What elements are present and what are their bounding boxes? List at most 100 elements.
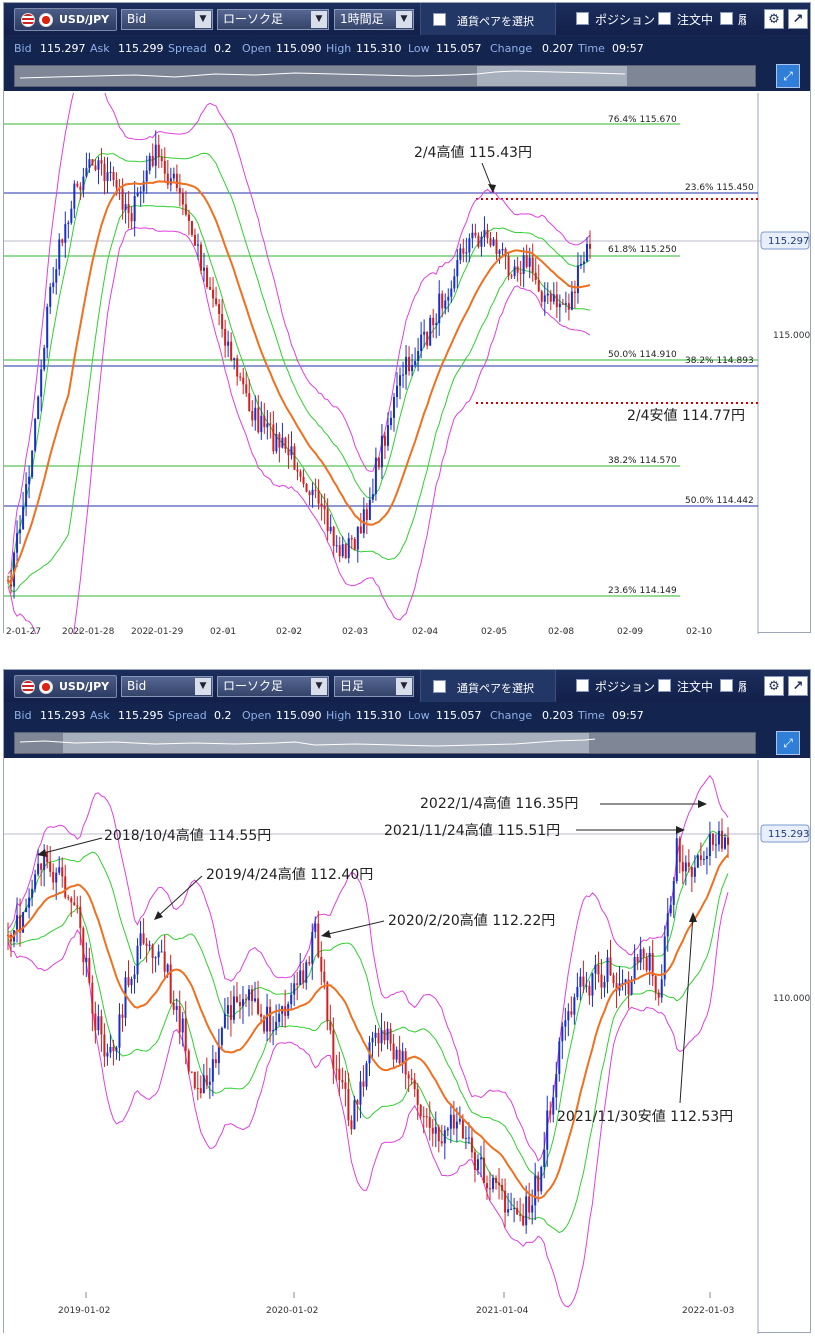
- candle-body: [365, 1063, 368, 1087]
- range-navigator[interactable]: [14, 65, 756, 87]
- price-type-select[interactable]: Bid ▼: [121, 676, 213, 697]
- candle-body: [73, 902, 76, 906]
- price-type-select[interactable]: Bid ▼: [121, 9, 213, 30]
- popout-arrow-icon[interactable]: ↗: [788, 9, 808, 29]
- candle-body: [55, 269, 58, 283]
- gear-icon[interactable]: ⚙: [764, 9, 784, 29]
- history-checkbox[interactable]: [720, 679, 733, 692]
- candle-body: [440, 1141, 443, 1144]
- candle-body: [374, 1032, 377, 1038]
- candle-body: [380, 435, 383, 468]
- x-tick-label: 2022-01-03: [682, 1306, 734, 1316]
- candle-body: [690, 866, 693, 877]
- candle-body: [567, 303, 570, 310]
- fib-label: 23.6% 115.450: [685, 183, 754, 193]
- positions-checkbox[interactable]: [576, 679, 589, 692]
- select-pair-tab[interactable]: 通貨ペアを選択: [420, 670, 556, 702]
- candle-body: [458, 1118, 461, 1122]
- candle-body: [540, 1167, 543, 1192]
- candle-body: [212, 289, 215, 299]
- expand-icon[interactable]: ⤢: [776, 64, 800, 88]
- candle-body: [525, 255, 528, 267]
- candle-body: [516, 1208, 519, 1215]
- candle-body: [374, 457, 377, 495]
- candle-body: [139, 191, 142, 193]
- popout-arrow-icon[interactable]: ↗: [788, 676, 808, 696]
- orders-checkbox[interactable]: [658, 679, 671, 692]
- ask-value: 115.295: [118, 709, 164, 722]
- candle-body: [67, 897, 70, 899]
- candle-body: [371, 1037, 374, 1043]
- select-pair-label: 通貨ペアを選択: [457, 682, 534, 695]
- annotation-2020-high: 2020/2/20高値 112.22円: [388, 912, 555, 929]
- low-label: Low: [408, 709, 430, 722]
- candle-body: [585, 243, 588, 262]
- candle-body: [723, 837, 726, 849]
- annotation-low: 2/4安値 114.77円: [627, 408, 745, 424]
- candle-body: [344, 1082, 347, 1089]
- candle-body: [133, 195, 136, 222]
- candle-body: [326, 982, 329, 1022]
- candle-body: [711, 833, 714, 845]
- range-navigator[interactable]: [14, 732, 756, 754]
- candle-body: [359, 1081, 362, 1105]
- range-selection[interactable]: [63, 733, 589, 753]
- candle-body: [543, 295, 546, 302]
- candle-body: [31, 888, 34, 898]
- timeframe-value: 1時間足: [340, 12, 384, 26]
- select-pair-checkbox[interactable]: [433, 680, 446, 693]
- candle-body: [275, 1021, 278, 1031]
- candle-body: [133, 974, 136, 979]
- candle-body: [419, 1104, 422, 1116]
- candle-body: [585, 985, 588, 987]
- x-tick-label: 2022-01-29: [131, 627, 184, 634]
- timeframe-select[interactable]: 日足 ▼: [334, 676, 414, 697]
- chart-type-select[interactable]: ローソク足 ▼: [217, 9, 329, 30]
- pair-selector-button[interactable]: USD/JPY: [14, 675, 117, 698]
- candle-body: [603, 982, 606, 988]
- candle-body: [154, 957, 157, 959]
- x-axis-ticks: 2019-01-02 2020-01-02 2021-01-04 2022-01-03: [58, 1292, 734, 1316]
- select-pair-checkbox[interactable]: [433, 13, 446, 26]
- candle-body: [392, 397, 395, 418]
- pair-selector-button[interactable]: USD/JPY: [14, 8, 117, 31]
- candle-body: [154, 144, 157, 166]
- candle-body: [441, 293, 444, 309]
- candle-body: [260, 415, 263, 433]
- gear-icon[interactable]: ⚙: [764, 676, 784, 696]
- candle-body: [28, 476, 31, 485]
- select-pair-tab[interactable]: 通貨ペアを選択: [420, 3, 556, 35]
- candle-body: [570, 291, 573, 310]
- candle-body: [293, 446, 296, 470]
- candle-body: [368, 499, 371, 520]
- bollinger-lower-1sigma: [7, 873, 729, 1234]
- candle-body: [302, 476, 305, 484]
- candle-body: [492, 1178, 495, 1190]
- expand-icon[interactable]: ⤢: [776, 731, 800, 755]
- positions-checkbox[interactable]: [576, 12, 589, 25]
- candle-body: [218, 304, 221, 315]
- candle-body: [61, 867, 64, 877]
- candle-body: [347, 538, 350, 558]
- candle-body: [522, 1215, 525, 1226]
- chart-type-select[interactable]: ローソク足 ▼: [217, 676, 329, 697]
- candle-body: [377, 457, 380, 468]
- candle-body: [540, 291, 543, 302]
- timeframe-select[interactable]: 1時間足 ▼: [334, 9, 414, 30]
- candle-body: [429, 317, 432, 346]
- candle-body: [576, 265, 579, 294]
- navigator-bar: ⤢: [4, 61, 810, 91]
- history-checkbox[interactable]: [720, 12, 733, 25]
- candle-body: [398, 1049, 401, 1064]
- candle-body: [208, 1081, 211, 1085]
- candle-body: [681, 862, 684, 872]
- candle-body: [589, 243, 591, 249]
- orders-checkbox[interactable]: [658, 12, 671, 25]
- candle-body: [242, 377, 245, 385]
- candle-body: [510, 1208, 513, 1210]
- candle-body: [660, 979, 663, 998]
- candle-body: [209, 286, 212, 290]
- candle-body: [214, 1059, 217, 1064]
- candle-body: [609, 957, 612, 976]
- candle-body: [251, 989, 254, 1002]
